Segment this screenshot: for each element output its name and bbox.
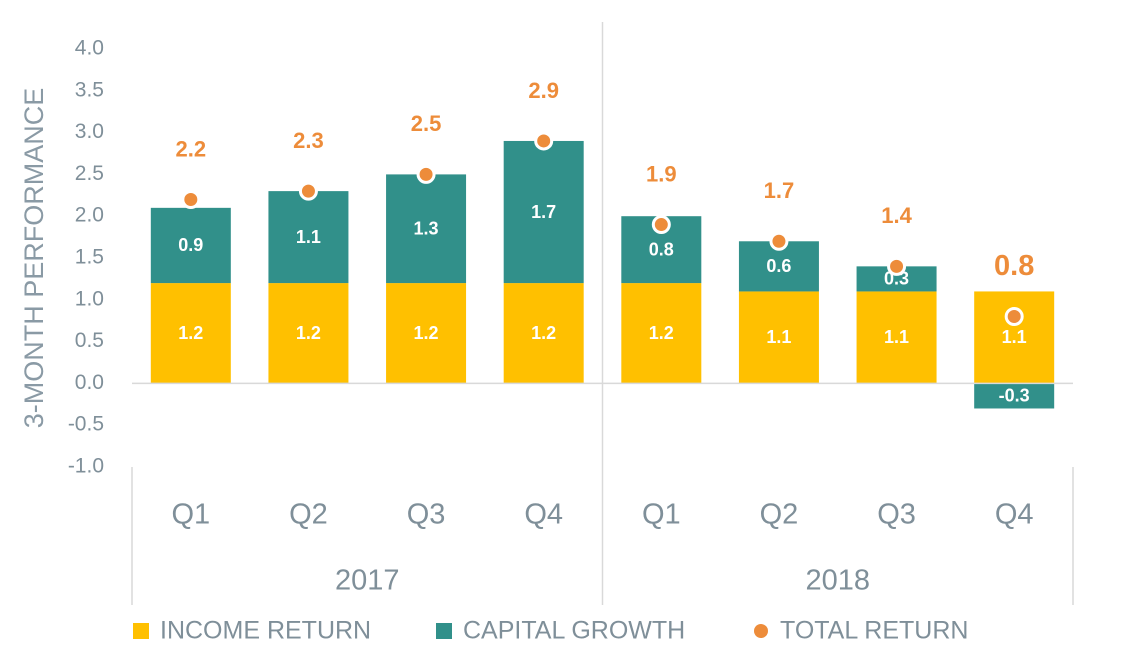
data-label: 2.5 [411, 111, 442, 136]
bar-segment [974, 291, 1055, 384]
data-label: 1.9 [646, 161, 677, 186]
bar-segment [150, 283, 231, 384]
y-tick-label: 0.5 [75, 329, 104, 352]
x-tick-label: Q2 [289, 499, 328, 531]
legend-label: TOTAL RETURN [780, 617, 968, 645]
point [181, 189, 201, 209]
data-label: -0.3 [999, 386, 1030, 406]
y-tick-label: 1.0 [75, 287, 104, 310]
data-label: 2.9 [528, 78, 559, 103]
x-tick-label: Q3 [407, 499, 446, 531]
bar-segment [621, 283, 702, 384]
x-tick-label: Q2 [760, 499, 799, 531]
point [416, 164, 436, 184]
data-label: 0.6 [766, 256, 791, 276]
y-tick-label: -1.0 [68, 455, 104, 478]
data-label: 1.2 [414, 323, 439, 343]
point [1004, 307, 1024, 327]
data-label: 0.9 [178, 235, 203, 255]
data-label: 1.7 [764, 178, 795, 203]
y-tick-label: 3.0 [75, 120, 104, 143]
data-label: 2.3 [293, 128, 324, 153]
bar-segment [503, 140, 584, 284]
data-label: 1.2 [649, 323, 674, 343]
bar-segment [150, 207, 231, 284]
data-label: 2.2 [176, 136, 207, 161]
data-label: 0.8 [994, 250, 1034, 282]
legend-marker [754, 624, 768, 638]
data-label: 1.4 [881, 203, 912, 228]
y-tick-label: 2.5 [75, 162, 104, 185]
point [298, 181, 318, 201]
legend-marker [133, 623, 149, 639]
data-label: 1.2 [531, 323, 556, 343]
y-axis-title: 3-MONTH PERFORMANCE [19, 88, 49, 429]
bar-segment [386, 283, 467, 384]
group-label: 2017 [335, 565, 400, 597]
y-tick-label: -0.5 [68, 413, 104, 436]
x-tick-label: Q4 [524, 499, 563, 531]
data-label: 1.1 [766, 327, 791, 347]
data-label: 0.8 [649, 239, 674, 259]
data-label: 1.1 [884, 327, 909, 347]
bar-segment [268, 191, 349, 284]
data-label: 1.1 [1002, 327, 1027, 347]
x-tick-label: Q1 [642, 499, 681, 531]
data-label: 1.3 [414, 218, 439, 238]
data-label: 0.3 [884, 269, 909, 289]
bar-segment [738, 291, 819, 384]
data-label: 1.2 [178, 323, 203, 343]
data-label: 1.7 [531, 202, 556, 222]
legend-marker [436, 623, 452, 639]
bar-segment [386, 174, 467, 284]
data-label: 1.1 [296, 227, 321, 247]
y-tick-label: 4.0 [75, 37, 104, 60]
y-tick-label: 2.0 [75, 204, 104, 227]
point [769, 231, 789, 251]
legend-label: INCOME RETURN [160, 617, 371, 645]
x-tick-label: Q1 [171, 499, 210, 531]
point [534, 131, 554, 151]
bar-segment [268, 283, 349, 384]
data-label: 1.2 [296, 323, 321, 343]
point [887, 256, 907, 276]
x-tick-label: Q3 [877, 499, 916, 531]
bar-segment [503, 283, 584, 384]
y-tick-label: 0.0 [75, 371, 104, 394]
group-label: 2018 [805, 565, 870, 597]
x-tick-label: Q4 [995, 499, 1034, 531]
y-tick-label: 1.5 [75, 246, 104, 269]
y-tick-label: 3.5 [75, 78, 104, 101]
legend-label: CAPITAL GROWTH [463, 617, 685, 645]
point [651, 215, 671, 235]
bar-segment [974, 383, 1055, 409]
bar-segment [856, 291, 937, 384]
